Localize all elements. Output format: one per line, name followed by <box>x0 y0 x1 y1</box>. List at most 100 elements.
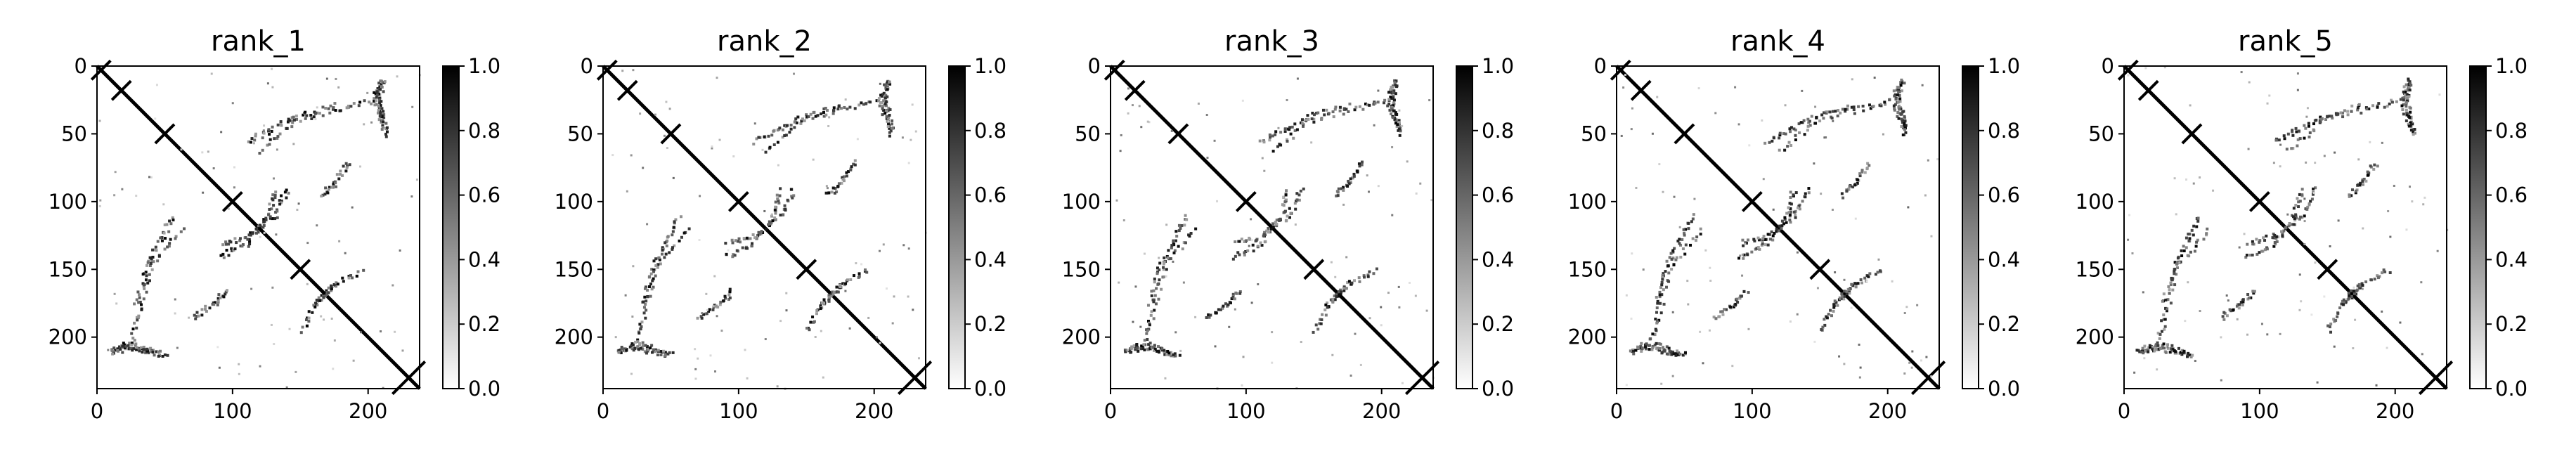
contact-cell <box>770 214 774 218</box>
contact-cell <box>1768 233 1771 236</box>
colorbar <box>1456 65 1473 389</box>
contact-cell <box>2326 324 2330 327</box>
contact-cell <box>1271 361 1274 364</box>
contact-cell <box>1677 351 1681 355</box>
contact-cell <box>1160 346 1164 350</box>
contact-cell <box>1350 375 1352 377</box>
contact-cell <box>1388 108 1392 112</box>
contact-cell <box>668 251 671 254</box>
contact-cell <box>2348 294 2351 297</box>
contact-cell <box>2339 111 2343 115</box>
contact-cell <box>1655 321 1659 325</box>
contact-cell <box>1836 115 1839 118</box>
contact-cell <box>2265 247 2269 251</box>
contact-cell <box>1214 345 1217 348</box>
contact-cell <box>1663 349 1666 352</box>
contact-cell <box>1648 348 1651 351</box>
contact-cell <box>1768 141 1771 144</box>
contact-cell <box>258 152 261 155</box>
contact-cell <box>2182 349 2186 353</box>
contact-cell <box>1285 189 1288 193</box>
contact-cell <box>652 348 655 351</box>
contact-cell <box>344 162 348 165</box>
contact-cell <box>1188 235 1191 238</box>
contact-cell <box>384 135 388 138</box>
contact-cell <box>1274 221 1277 224</box>
contact-cell <box>879 342 881 344</box>
contact-cell <box>1338 105 1342 109</box>
contact-cell <box>381 119 384 122</box>
contact-cell <box>1699 227 1702 230</box>
contact-cell <box>2422 203 2425 206</box>
contact-cell <box>2193 249 2196 253</box>
contact-cell <box>1892 89 1896 93</box>
contact-cell <box>385 130 389 134</box>
contact-cell <box>1347 280 1351 283</box>
contact-cell <box>1143 339 1146 342</box>
contact-cell <box>167 245 171 248</box>
contact-cell <box>801 117 804 121</box>
contact-cell <box>225 249 228 252</box>
contact-cell <box>375 103 378 106</box>
contact-cell <box>1180 224 1184 228</box>
subplot-4: rank_40 100 2000501001502000.00.20.40.60.8… <box>1568 25 2020 423</box>
contact-cross <box>1674 123 1695 145</box>
contact-cell <box>888 108 892 112</box>
contact-cell <box>2266 333 2269 336</box>
contact-cell <box>1368 103 1371 107</box>
contact-cell <box>2357 283 2361 286</box>
contact-cell <box>2279 332 2281 335</box>
contact-cell <box>1172 353 1175 356</box>
contact-cell <box>824 191 828 195</box>
contact-cell <box>839 107 843 110</box>
contact-cell <box>811 117 815 120</box>
contact-cell <box>1916 304 1919 306</box>
contact-cell <box>758 233 761 236</box>
contact-cell <box>327 286 330 290</box>
contact-cell <box>326 191 330 195</box>
contact-cell <box>1338 290 1341 293</box>
contact-cell <box>2255 238 2258 241</box>
contact-cell <box>283 190 287 194</box>
contact-cell <box>1163 256 1166 259</box>
contact-cell <box>342 164 345 168</box>
contact-cell <box>1342 287 1345 290</box>
contact-cell <box>1804 192 1807 195</box>
contact-cell <box>119 348 122 351</box>
contact-cell <box>2352 290 2355 293</box>
contact-cell <box>241 243 245 247</box>
contact-cell <box>2358 183 2362 187</box>
contact-cell <box>272 204 276 207</box>
contact-cell <box>2160 330 2163 333</box>
contact-cell <box>2173 177 2176 180</box>
contact-cell <box>1275 219 1279 222</box>
contact-cell <box>1690 220 1693 223</box>
contact-cell <box>2402 103 2405 106</box>
contact-cell <box>1624 74 1627 77</box>
contact-cell <box>694 368 697 370</box>
contact-cell <box>159 349 162 353</box>
colorbar-tick-label: 0.0 <box>974 377 1007 401</box>
contact-cell <box>1794 129 1797 132</box>
contact-cell <box>786 198 789 202</box>
contact-cell <box>1903 82 1906 85</box>
contact-cell <box>2268 94 2271 97</box>
contact-cell <box>1130 346 1134 350</box>
contact-cross <box>154 123 176 145</box>
contact-cell <box>1332 115 1335 119</box>
contact-cell <box>1901 121 1904 124</box>
contact-cell <box>1394 92 1397 96</box>
contact-cell <box>1780 219 1784 223</box>
contact-cell <box>822 107 826 110</box>
contact-cell <box>774 200 777 204</box>
contact-cell <box>727 298 730 301</box>
colorbar-tick-label: 0.2 <box>468 312 500 336</box>
contact-cell <box>2180 353 2184 356</box>
contact-cell <box>1789 320 1792 323</box>
contact-cross <box>110 79 132 101</box>
contact-cell <box>2312 187 2315 190</box>
contact-cell <box>875 336 878 339</box>
contact-cell <box>1207 313 1210 316</box>
contact-cell <box>657 256 661 259</box>
colorbar <box>1962 65 1979 389</box>
